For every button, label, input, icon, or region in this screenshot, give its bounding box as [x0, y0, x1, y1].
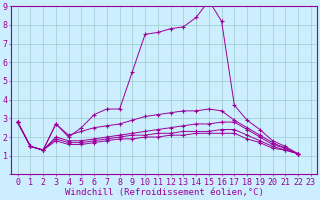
X-axis label: Windchill (Refroidissement éolien,°C): Windchill (Refroidissement éolien,°C): [65, 188, 264, 197]
